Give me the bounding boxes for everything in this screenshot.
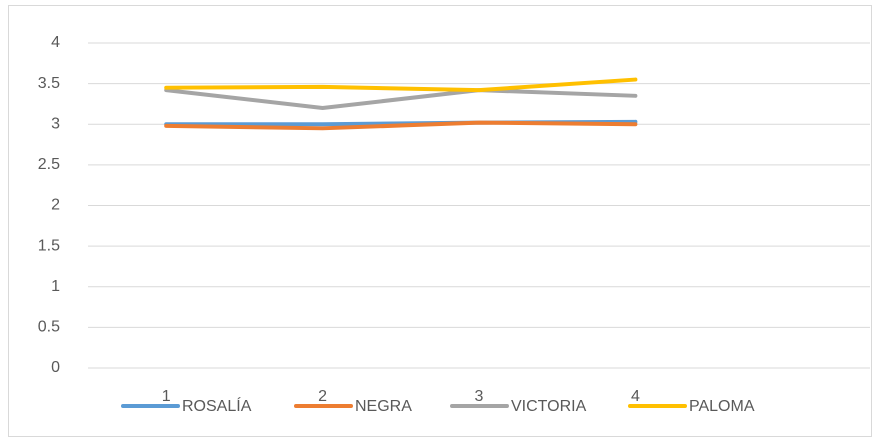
y-tick-label: 1 bbox=[51, 278, 60, 295]
legend-label: NEGRA bbox=[355, 398, 412, 415]
legend-label: ROSALÍA bbox=[182, 396, 252, 415]
x-tick-label: 2 bbox=[318, 388, 327, 405]
legend-label: PALOMA bbox=[689, 398, 755, 415]
series-line bbox=[164, 77, 638, 93]
x-tick-label: 1 bbox=[162, 388, 171, 405]
y-tick-label: 1.5 bbox=[38, 237, 60, 254]
legend-label: VICTORIA bbox=[511, 398, 587, 415]
series-line bbox=[164, 120, 638, 131]
x-tick-label: 3 bbox=[475, 388, 484, 405]
y-tick-label: 0 bbox=[51, 359, 60, 376]
y-tick-label: 2 bbox=[51, 197, 60, 214]
x-tick-label: 4 bbox=[631, 388, 640, 405]
y-tick-label: 4 bbox=[51, 34, 60, 51]
y-tick-label: 2.5 bbox=[38, 156, 60, 173]
y-tick-label: 0.5 bbox=[38, 319, 60, 336]
chart-border bbox=[8, 5, 872, 437]
y-tick-label: 3 bbox=[51, 115, 60, 132]
series-line bbox=[164, 88, 638, 110]
y-tick-label: 3.5 bbox=[38, 75, 60, 92]
